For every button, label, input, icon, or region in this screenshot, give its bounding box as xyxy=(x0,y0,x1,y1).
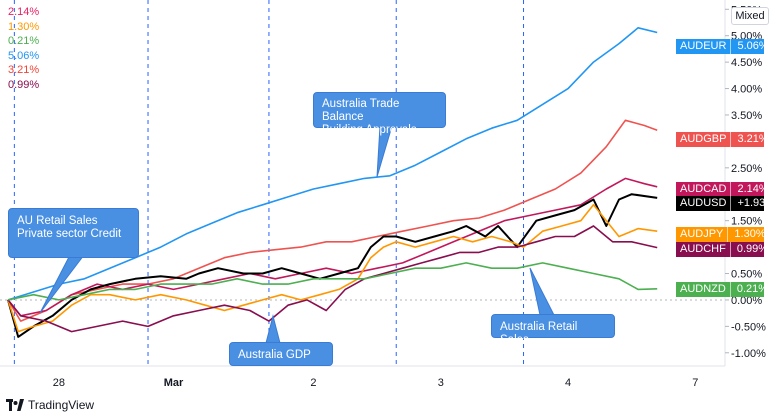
event-lines xyxy=(13,0,525,366)
price-tick-label: 0.00% xyxy=(731,295,762,307)
tag-symbol: AUDGBP xyxy=(680,133,727,145)
legend-value: 5.06% xyxy=(8,49,40,62)
tag-value: 2.14% xyxy=(730,182,772,197)
price-tick-label: 3.50% xyxy=(731,110,762,122)
legend-value: 3.21% xyxy=(8,64,40,76)
legend-value: 0.99% xyxy=(8,78,40,91)
value-tag-audcad[interactable]: AUDCAD 2.14% xyxy=(676,182,769,197)
price-tick-label: 0.50% xyxy=(731,269,762,281)
value-tag-audeur[interactable]: AUDEUR 5.06% xyxy=(676,39,769,54)
callout-line: Private sector Credit xyxy=(17,228,122,240)
callout-line: Australia Trade Balance xyxy=(322,98,400,123)
tag-symbol: AUDEUR xyxy=(680,40,727,52)
brand-name: TradingView xyxy=(28,398,95,412)
price-tick-label: 2.50% xyxy=(731,163,762,175)
price-tick-label: 1.50% xyxy=(731,216,762,228)
series-line-audusd xyxy=(7,193,658,338)
price-tick-label: -0.50% xyxy=(731,321,766,333)
price-tick-label: -1.00% xyxy=(731,348,766,360)
callout-australia-retail-sales: Australia Retail Sales xyxy=(491,314,615,346)
callout-australia-gdp: Australia GDP xyxy=(229,342,333,366)
callout-line: AU Retail Sales xyxy=(17,215,98,227)
tag-value: 3.21% xyxy=(730,132,772,147)
value-tag-audnzd[interactable]: AUDNZD 0.21% xyxy=(676,282,768,297)
callout-au-retail-sales: AU Retail Sales Private sector Credit xyxy=(8,208,139,258)
time-tick-label: Mar xyxy=(164,377,184,389)
value-tag-audusd[interactable]: AUDUSD +1.93% xyxy=(676,196,775,211)
callout-line: Building Approvals xyxy=(322,124,417,136)
time-tick-label: 7 xyxy=(692,377,698,389)
time-tick-label: 2 xyxy=(310,377,316,389)
legend-value: 2.14% xyxy=(8,6,40,18)
series-line-audcad xyxy=(7,177,658,317)
tag-value: 0.99% xyxy=(729,242,772,257)
tag-value: 1.30% xyxy=(727,227,769,242)
price-tick-label: 4.50% xyxy=(731,57,762,69)
scale-mode-button[interactable]: Mixed xyxy=(731,7,769,25)
callout-line: Australia Retail Sales xyxy=(500,321,578,346)
callout-line: Australia GDP xyxy=(238,349,311,361)
tag-symbol: AUDJPY xyxy=(680,228,724,240)
tag-value: 5.06% xyxy=(730,39,772,54)
time-tick-label: 3 xyxy=(438,377,444,389)
series-lines xyxy=(7,27,658,338)
tag-value: +1.93% xyxy=(730,196,779,211)
time-tick-label: 28 xyxy=(53,377,65,389)
tag-symbol: AUDCHF xyxy=(680,243,726,255)
legend-value: 1.30% xyxy=(8,20,40,33)
tag-symbol: AUDCAD xyxy=(680,183,727,195)
price-tick-label: 4.00% xyxy=(731,84,762,96)
callout-pointer xyxy=(39,254,86,314)
value-tag-audchf[interactable]: AUDCHF 0.99% xyxy=(676,242,768,257)
callout-trade-balance: Australia Trade Balance Building Approva… xyxy=(313,92,446,136)
value-tag-audgbp[interactable]: AUDGBP 3.21% xyxy=(676,132,769,147)
time-tick-label: 4 xyxy=(565,377,571,389)
series-line-audnzd xyxy=(7,262,658,301)
callout-pointer xyxy=(529,267,555,316)
series-line-audeur xyxy=(7,27,658,301)
series-line-audchf xyxy=(7,225,658,333)
time-axis-ticks: 28 Mar 2 3 4 7 xyxy=(53,377,699,389)
tag-symbol: AUDUSD xyxy=(680,197,727,209)
tag-value: 0.21% xyxy=(729,282,772,297)
tradingview-logo: TradingView xyxy=(6,398,94,412)
tradingview-icon xyxy=(6,399,24,411)
tag-symbol: AUDNZD xyxy=(680,283,726,295)
value-tag-audjpy[interactable]: AUDJPY 1.30% xyxy=(676,227,766,242)
legend-value: 0.21% xyxy=(8,35,40,47)
